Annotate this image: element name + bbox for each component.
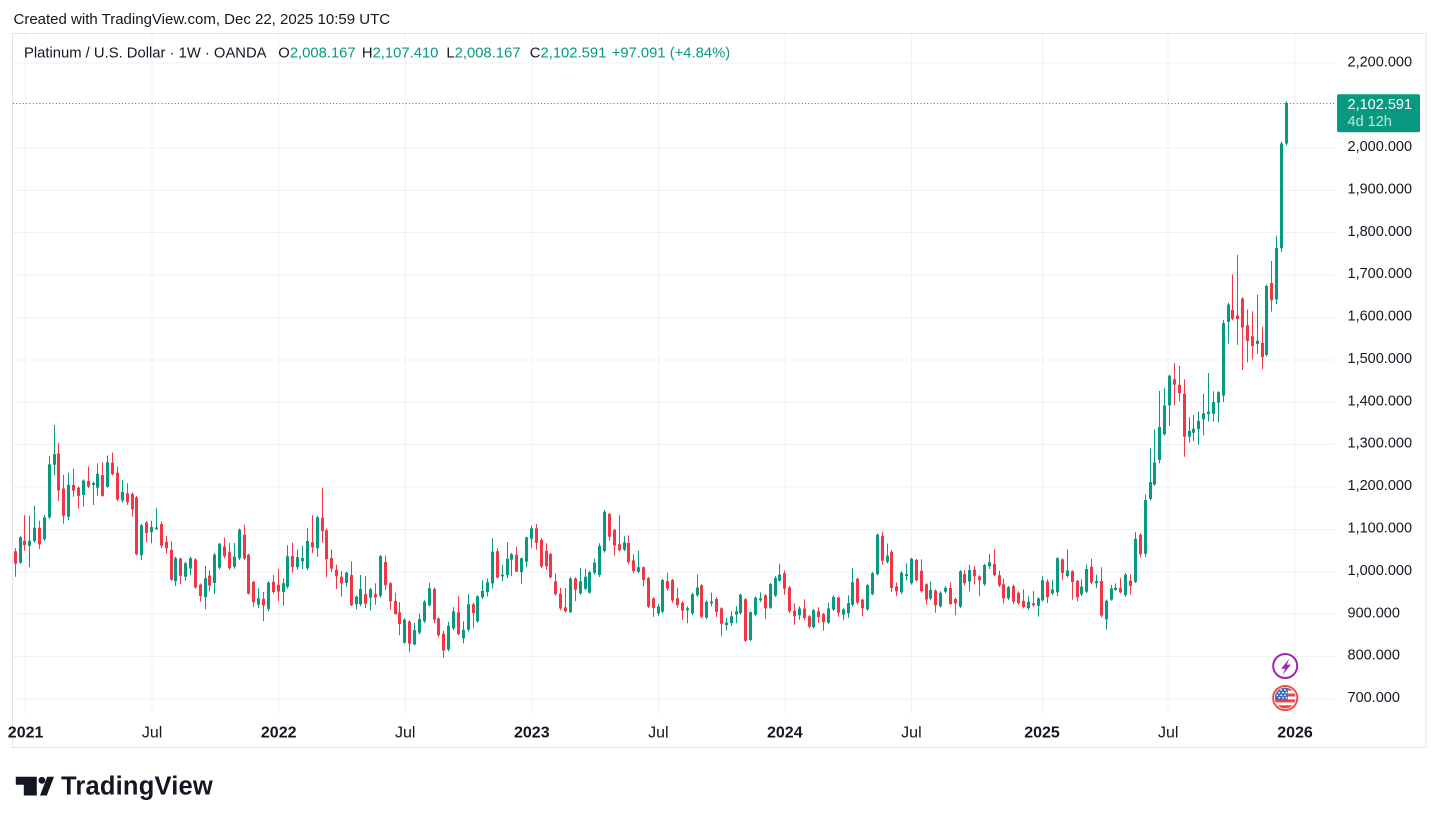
- svg-text:C2,102.591: C2,102.591: [530, 46, 607, 62]
- svg-text:TradingView: TradingView: [61, 772, 213, 800]
- svg-text:2,102.591: 2,102.591: [1348, 97, 1413, 113]
- svg-text:2022: 2022: [261, 724, 297, 741]
- svg-text:1,000.000: 1,000.000: [1348, 563, 1413, 579]
- svg-text:1,200.000: 1,200.000: [1348, 478, 1413, 494]
- svg-text:1,400.000: 1,400.000: [1348, 393, 1413, 409]
- svg-text:1,300.000: 1,300.000: [1348, 436, 1413, 452]
- svg-text:Jul: Jul: [142, 724, 162, 741]
- svg-text:2024: 2024: [767, 724, 803, 741]
- svg-text:Jul: Jul: [395, 724, 415, 741]
- svg-text:+97.091 (+4.84%): +97.091 (+4.84%): [612, 46, 731, 62]
- svg-text:Jul: Jul: [1158, 724, 1178, 741]
- svg-text:Jul: Jul: [648, 724, 668, 741]
- svg-text:L2,008.167: L2,008.167: [446, 46, 520, 62]
- svg-text:O2,008.167: O2,008.167: [278, 46, 355, 62]
- svg-text:2023: 2023: [514, 724, 550, 741]
- svg-text:4d 12h: 4d 12h: [1348, 114, 1392, 130]
- svg-text:1,500.000: 1,500.000: [1348, 351, 1413, 367]
- svg-text:800.000: 800.000: [1348, 648, 1400, 664]
- svg-text:Platinum / U.S. Dollar · 1W ·: Platinum / U.S. Dollar · 1W · OANDA: [24, 46, 267, 62]
- svg-text:H2,107.410: H2,107.410: [362, 46, 439, 62]
- svg-text:2,200.000: 2,200.000: [1348, 54, 1413, 70]
- svg-text:700.000: 700.000: [1348, 690, 1400, 706]
- svg-text:Created with TradingView.com,: Created with TradingView.com, Dec 22, 20…: [14, 11, 391, 28]
- svg-text:900.000: 900.000: [1348, 605, 1400, 621]
- svg-text:2,000.000: 2,000.000: [1348, 139, 1413, 155]
- svg-text:1,900.000: 1,900.000: [1348, 181, 1413, 197]
- svg-text:2025: 2025: [1024, 724, 1060, 741]
- svg-text:Jul: Jul: [901, 724, 921, 741]
- svg-text:1,700.000: 1,700.000: [1348, 266, 1413, 282]
- svg-text:2026: 2026: [1277, 724, 1313, 741]
- svg-text:1,600.000: 1,600.000: [1348, 309, 1413, 325]
- svg-text:2021: 2021: [8, 724, 44, 741]
- svg-text:1,100.000: 1,100.000: [1348, 521, 1413, 537]
- svg-text:1,800.000: 1,800.000: [1348, 224, 1413, 240]
